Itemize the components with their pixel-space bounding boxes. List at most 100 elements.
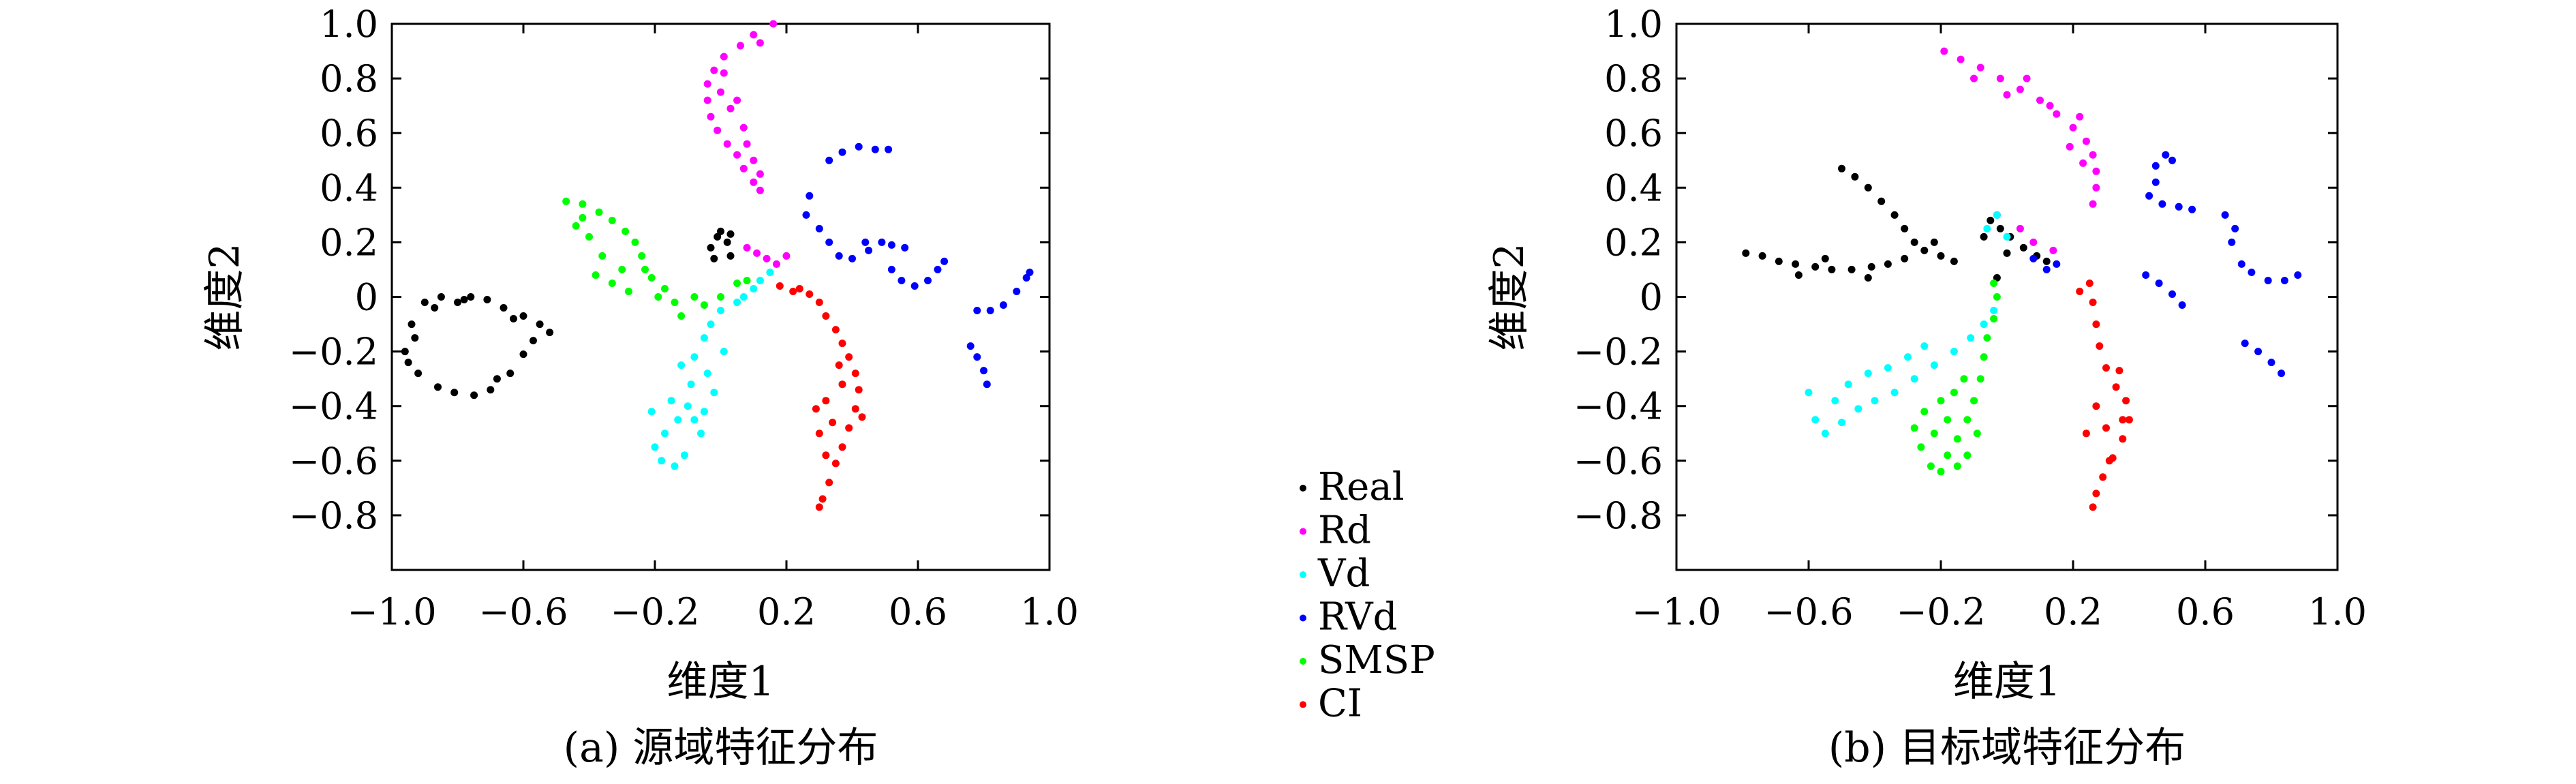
data-point bbox=[1838, 164, 1845, 172]
x-tick-label: 0.6 bbox=[889, 590, 947, 633]
data-point bbox=[1805, 389, 1813, 397]
data-point bbox=[1864, 370, 1872, 378]
data-point bbox=[1970, 74, 1978, 82]
data-point bbox=[592, 271, 600, 279]
data-point bbox=[1890, 389, 1899, 397]
data-point bbox=[2254, 348, 2263, 356]
data-point bbox=[1983, 334, 1991, 342]
y-tick-label: 0.6 bbox=[1604, 112, 1663, 155]
data-point bbox=[651, 443, 659, 451]
data-point bbox=[2142, 271, 2150, 279]
data-point bbox=[1854, 405, 1862, 413]
data-point bbox=[1831, 397, 1839, 405]
data-point bbox=[638, 252, 646, 260]
data-point bbox=[1996, 224, 2004, 232]
data-point bbox=[2102, 424, 2110, 432]
data-point bbox=[690, 293, 699, 301]
data-point bbox=[851, 370, 859, 378]
data-point bbox=[750, 285, 758, 292]
data-point bbox=[720, 69, 728, 77]
data-point bbox=[861, 238, 870, 246]
data-point bbox=[2188, 205, 2196, 213]
x-tick-label: −1.0 bbox=[347, 590, 436, 633]
y-tick-label: −0.4 bbox=[1574, 385, 1663, 428]
x-tick-label: 1.0 bbox=[1020, 590, 1079, 633]
data-point bbox=[782, 252, 791, 260]
data-point bbox=[818, 495, 827, 503]
data-point bbox=[2079, 159, 2087, 167]
data-point bbox=[753, 249, 761, 257]
data-point bbox=[1811, 262, 1820, 271]
data-point bbox=[2082, 429, 2090, 438]
data-point bbox=[404, 359, 412, 367]
data-point bbox=[2237, 260, 2245, 268]
data-point bbox=[530, 337, 537, 345]
data-point bbox=[2042, 257, 2051, 265]
data-point bbox=[1844, 380, 1852, 389]
data-point bbox=[1990, 307, 1998, 314]
data-point bbox=[1026, 269, 1034, 276]
data-point bbox=[750, 31, 758, 39]
data-point bbox=[822, 451, 830, 459]
data-point bbox=[835, 361, 843, 370]
y-tick-label: 0 bbox=[1640, 276, 1663, 319]
data-point bbox=[703, 80, 711, 88]
data-point bbox=[2092, 320, 2100, 329]
data-point bbox=[671, 462, 679, 470]
data-point bbox=[658, 457, 666, 465]
y-tick-label: 0.2 bbox=[1604, 221, 1663, 264]
data-point bbox=[2082, 137, 2090, 145]
data-point bbox=[2162, 151, 2170, 159]
data-point bbox=[838, 340, 846, 348]
data-point bbox=[825, 479, 833, 487]
data-point bbox=[720, 348, 728, 356]
legend-label: Real bbox=[1318, 465, 1405, 509]
data-point bbox=[519, 312, 527, 320]
x-axis-title: 维度1 bbox=[666, 658, 774, 706]
data-point bbox=[756, 186, 764, 194]
legend-label: Rd bbox=[1318, 509, 1371, 553]
data-point bbox=[1821, 254, 1829, 262]
legend-marker bbox=[1300, 614, 1306, 622]
data-point bbox=[579, 213, 587, 222]
data-point bbox=[1963, 451, 1972, 459]
data-point bbox=[2076, 112, 2084, 121]
series-rd bbox=[1940, 47, 2100, 254]
data-point bbox=[2099, 473, 2107, 481]
x-tick-label: 0.2 bbox=[757, 590, 816, 633]
series-real bbox=[401, 227, 735, 399]
data-point bbox=[1013, 288, 1021, 295]
data-point bbox=[750, 156, 758, 164]
data-point bbox=[756, 39, 764, 47]
data-point bbox=[598, 252, 607, 260]
data-point bbox=[2105, 457, 2113, 465]
data-point bbox=[898, 277, 906, 284]
data-point bbox=[647, 408, 656, 416]
data-point bbox=[684, 402, 692, 410]
data-point bbox=[703, 96, 711, 104]
data-point bbox=[2119, 416, 2127, 424]
data-point bbox=[835, 252, 843, 260]
data-point bbox=[546, 329, 554, 337]
data-point bbox=[1917, 443, 1925, 451]
data-point bbox=[1930, 361, 1938, 370]
data-point bbox=[2092, 402, 2100, 410]
data-point bbox=[2280, 277, 2288, 284]
data-point bbox=[2294, 271, 2302, 279]
data-point bbox=[812, 405, 820, 413]
data-point bbox=[986, 307, 994, 314]
data-point bbox=[2096, 342, 2104, 350]
legend-marker bbox=[1300, 571, 1306, 578]
y-tick-label: −0.6 bbox=[289, 440, 378, 483]
data-point bbox=[401, 348, 409, 356]
data-point bbox=[815, 299, 823, 306]
data-point bbox=[726, 252, 735, 260]
data-point bbox=[851, 405, 859, 413]
data-point bbox=[2168, 290, 2176, 298]
data-point bbox=[815, 429, 823, 438]
data-point bbox=[2042, 265, 2051, 273]
x-tick-label: −0.2 bbox=[1896, 590, 1985, 633]
data-point bbox=[2151, 162, 2160, 170]
data-point bbox=[1953, 435, 1961, 443]
legend-marker bbox=[1300, 528, 1306, 535]
